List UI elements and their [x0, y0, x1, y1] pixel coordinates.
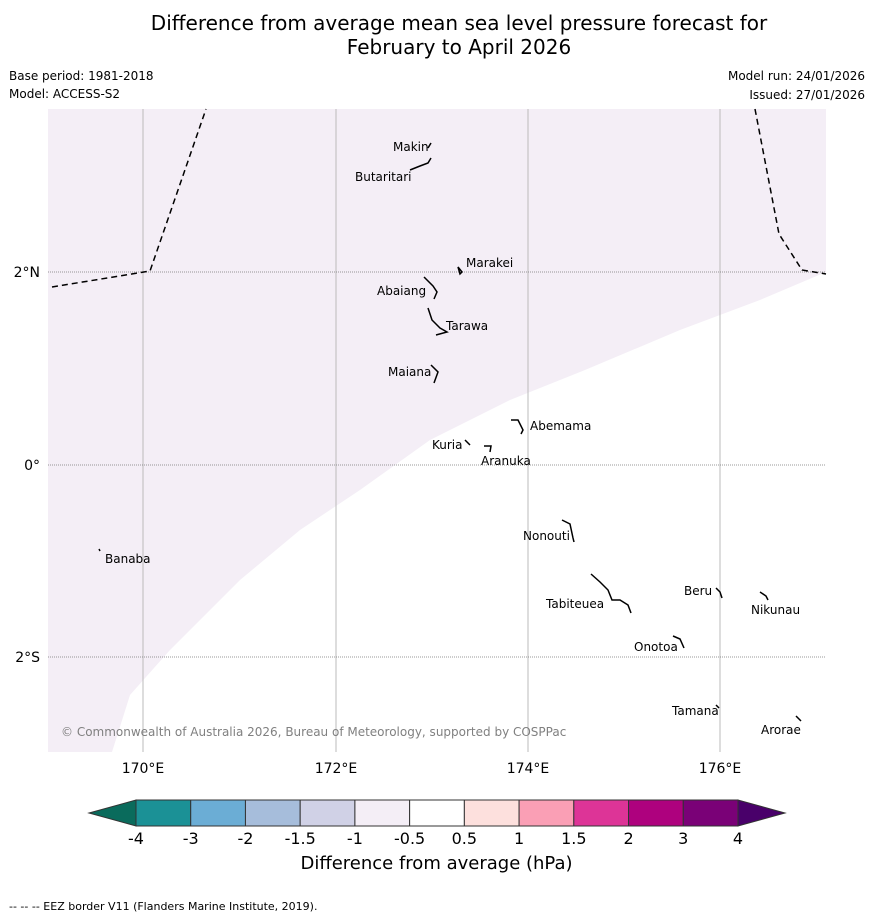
colorbar-segment	[573, 799, 630, 827]
colorbar-tick: -0.5	[394, 829, 426, 848]
parallel-lines	[48, 271, 826, 658]
island-makin	[427, 142, 432, 149]
colorbar-tick: -1	[346, 829, 363, 848]
model-run: Model run: 24/01/2026	[727, 69, 865, 83]
lat-axis-labels: 2°N 0° 2°S	[14, 265, 41, 666]
colorbar-tick: 3	[678, 829, 689, 848]
colorbar	[87, 799, 787, 827]
eez-border-east	[754, 108, 827, 275]
island-nikunau	[759, 591, 769, 601]
lat-label-2s: 2°S	[15, 650, 40, 666]
label-nikunau: Nikunau	[751, 603, 800, 617]
island-abemama	[511, 419, 524, 435]
island-maiana	[430, 364, 439, 384]
island-tarawa	[427, 307, 449, 336]
lon-label-170e: 170°E	[122, 761, 165, 777]
label-aranuka: Aranuka	[481, 454, 531, 468]
colorbar-segment	[518, 799, 575, 827]
colorbar-segment	[244, 799, 301, 827]
lat-label-2n: 2°N	[14, 265, 40, 281]
colorbar-over-arrow	[737, 799, 787, 827]
colorbar-segment	[409, 799, 465, 827]
label-maiana: Maiana	[388, 365, 431, 379]
colorbar-segment	[135, 799, 192, 827]
island-onotoa	[672, 635, 685, 649]
eez-border	[51, 108, 827, 288]
lon-axis-labels: 170°E 172°E 174°E 176°E	[122, 761, 742, 777]
colorbar-segments	[135, 799, 739, 827]
colorbar-tick: -3	[182, 829, 199, 848]
colorbar-segment	[354, 799, 411, 827]
colorbar-segment	[299, 799, 356, 827]
lat-label-0: 0°	[24, 458, 40, 474]
label-banaba: Banaba	[105, 552, 151, 566]
island-nonouti	[561, 519, 575, 543]
island-banaba	[98, 548, 101, 552]
colorbar-tick: 4	[732, 829, 744, 848]
island-abaiang	[423, 276, 438, 300]
colorbar-segment	[463, 799, 520, 827]
meridian-lines	[142, 109, 721, 752]
label-onotoa: Onotoa	[634, 640, 678, 654]
label-marakei: Marakei	[466, 256, 513, 270]
colorbar-tick: 1.5	[561, 829, 587, 848]
colorbar-segment	[190, 799, 246, 827]
label-kuria: Kuria	[432, 438, 463, 452]
model-name: Model: ACCESS-S2	[9, 87, 121, 101]
eez-border-west	[51, 108, 207, 288]
label-arorae: Arorae	[761, 723, 801, 737]
colorbar-tick: 0.5	[451, 829, 478, 848]
island-tamana	[715, 704, 720, 709]
copyright-notice: © Commonwealth of Australia 2026, Bureau…	[61, 725, 566, 739]
lon-label-174e: 174°E	[507, 761, 550, 777]
map-title: Difference from average mean sea level p…	[0, 11, 873, 59]
colorbar-tick: -1.5	[284, 829, 316, 848]
colorbar-segment	[682, 799, 739, 827]
label-makin: Makin	[393, 140, 429, 154]
colorbar-segment	[628, 799, 684, 827]
label-beru: Beru	[684, 584, 712, 598]
title-line-2: February to April 2026	[346, 35, 572, 59]
island-kuria	[464, 439, 471, 446]
island-aranuka	[484, 445, 492, 453]
lon-label-172e: 172°E	[315, 761, 358, 777]
lon-label-176e: 176°E	[699, 761, 742, 777]
colorbar-tick: 1	[513, 829, 525, 848]
colorbar-label: Difference from average (hPa)	[300, 853, 573, 874]
colorbar-tick: -4	[128, 829, 144, 848]
base-period: Base period: 1981-2018	[9, 69, 154, 83]
forecast-anomaly-area	[48, 109, 826, 752]
island-beru	[715, 587, 723, 599]
colorbar-under-arrow	[87, 799, 137, 827]
label-tarawa: Tarawa	[445, 319, 488, 333]
title-line-1: Difference from average mean sea level p…	[150, 11, 768, 35]
coastlines	[98, 142, 802, 722]
island-marakei	[457, 266, 464, 276]
label-abaiang: Abaiang	[377, 284, 426, 298]
colorbar-tick: 2	[623, 829, 634, 848]
label-tabiteuea: Tabiteuea	[545, 597, 604, 611]
island-butaritari	[409, 157, 432, 171]
label-tamana: Tamana	[671, 704, 719, 718]
eez-legend-note: -- -- -- EEZ border V11 (Flanders Marine…	[9, 900, 318, 913]
island-tabiteuea	[590, 573, 632, 614]
label-butaritari: Butaritari	[355, 170, 412, 184]
place-labels: Makin Butaritari Marakei Abaiang Tarawa …	[105, 140, 801, 737]
island-arorae	[795, 715, 802, 722]
colorbar-tick: -2	[237, 829, 254, 848]
issued-date: Issued: 27/01/2026	[749, 88, 865, 102]
label-nonouti: Nonouti	[523, 529, 570, 543]
label-abemama: Abemama	[530, 419, 591, 433]
